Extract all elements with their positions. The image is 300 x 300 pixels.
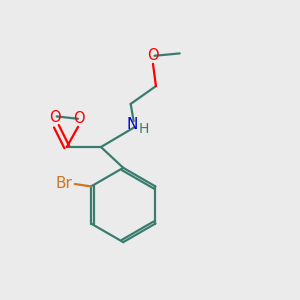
- Text: O: O: [49, 110, 61, 125]
- Text: O: O: [73, 111, 85, 126]
- Text: Br: Br: [55, 176, 72, 191]
- Text: N: N: [127, 117, 138, 132]
- Text: H: H: [139, 122, 149, 136]
- Text: O: O: [147, 48, 159, 63]
